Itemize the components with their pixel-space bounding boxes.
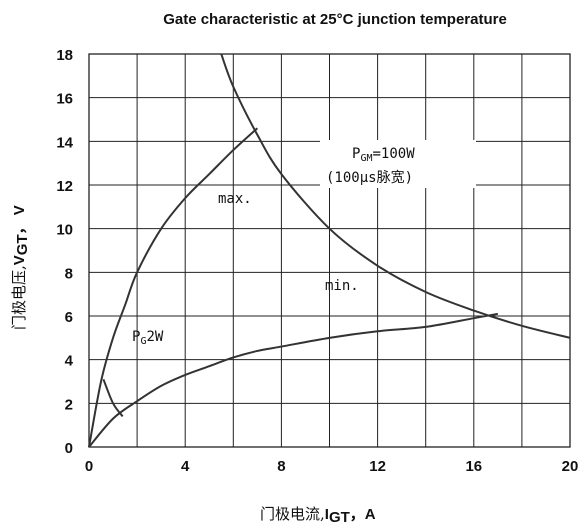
series-line-min bbox=[88, 312, 499, 448]
annotation-pgm-line2: (100μs脉宽) bbox=[326, 169, 413, 186]
y-tick-labels: 0 2 4 6 8 10 12 14 16 18 bbox=[56, 47, 73, 457]
y-tick-label: 0 bbox=[65, 440, 73, 457]
x-tick-label: 20 bbox=[562, 458, 579, 475]
x-axis-label-rest: ，A bbox=[350, 506, 376, 523]
y-tick-label: 18 bbox=[56, 47, 73, 64]
annotation-max: max. bbox=[218, 191, 252, 207]
annotation-pgm-bg bbox=[320, 140, 476, 188]
x-tick-label: 4 bbox=[181, 458, 190, 475]
x-tick-label: 12 bbox=[369, 458, 386, 475]
series-line-max bbox=[88, 127, 259, 448]
pg-rest: 2W bbox=[146, 329, 163, 345]
x-axis-label: 门极电流,IGT，A bbox=[260, 505, 376, 526]
annotation-min: min. bbox=[325, 278, 359, 294]
pgm-p: P bbox=[352, 146, 360, 162]
y-tick-label: 6 bbox=[65, 309, 73, 326]
curves bbox=[88, 53, 571, 448]
x-tick-label: 8 bbox=[277, 458, 285, 475]
y-axis-label: 门极电压,VGT， V bbox=[10, 205, 31, 330]
series-line-p-g2w bbox=[102, 378, 124, 418]
x-axis-label-main: I bbox=[325, 506, 329, 523]
chart-title: Gate characteristic at 25°C junction tem… bbox=[163, 11, 507, 28]
x-tick-label: 0 bbox=[85, 458, 93, 475]
x-tick-labels: 0 4 8 12 16 20 bbox=[85, 458, 579, 475]
y-axis-label-cn: 门极电压, bbox=[10, 265, 28, 330]
y-tick-label: 16 bbox=[56, 91, 73, 108]
plot-frame bbox=[88, 53, 571, 448]
y-axis-label-rest: ， V bbox=[11, 205, 28, 234]
annotation-pgm-line1: PGM=100W bbox=[352, 146, 415, 164]
pgm-rest: =100W bbox=[372, 146, 415, 162]
y-tick-label: 8 bbox=[65, 265, 73, 282]
grid bbox=[89, 54, 570, 447]
series-line-p-gm-100w bbox=[220, 53, 571, 339]
annotation-pg-text: PG2W bbox=[132, 329, 164, 347]
pg-p: P bbox=[132, 329, 140, 345]
y-tick-label: 4 bbox=[65, 353, 74, 370]
pgm-sub: GM bbox=[360, 153, 372, 164]
x-axis-label-cn: 门极电流, bbox=[260, 505, 325, 523]
x-axis-label-sub: GT bbox=[329, 509, 350, 526]
pg-sub: G bbox=[140, 336, 146, 347]
y-axis-label-main: V bbox=[11, 255, 28, 265]
y-axis-label-sub: GT bbox=[14, 234, 31, 255]
y-tick-label: 12 bbox=[56, 178, 73, 195]
x-tick-label: 16 bbox=[465, 458, 482, 475]
annotation-pgm: PGM=100W (100μs脉宽) bbox=[320, 140, 476, 188]
y-tick-label: 10 bbox=[56, 222, 73, 239]
annotation-pg: PG2W bbox=[132, 329, 164, 347]
y-tick-label: 14 bbox=[56, 134, 73, 151]
y-tick-label: 2 bbox=[65, 396, 73, 413]
